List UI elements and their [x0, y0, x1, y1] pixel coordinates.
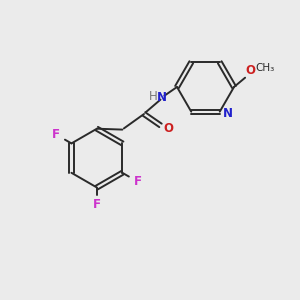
Text: F: F: [93, 198, 101, 212]
Text: F: F: [134, 175, 141, 188]
Text: N: N: [223, 107, 233, 120]
Text: O: O: [245, 64, 255, 76]
Text: N: N: [157, 91, 167, 104]
Text: F: F: [52, 128, 60, 141]
Text: H: H: [149, 90, 158, 103]
Text: O: O: [163, 122, 173, 135]
Text: CH₃: CH₃: [255, 63, 274, 73]
